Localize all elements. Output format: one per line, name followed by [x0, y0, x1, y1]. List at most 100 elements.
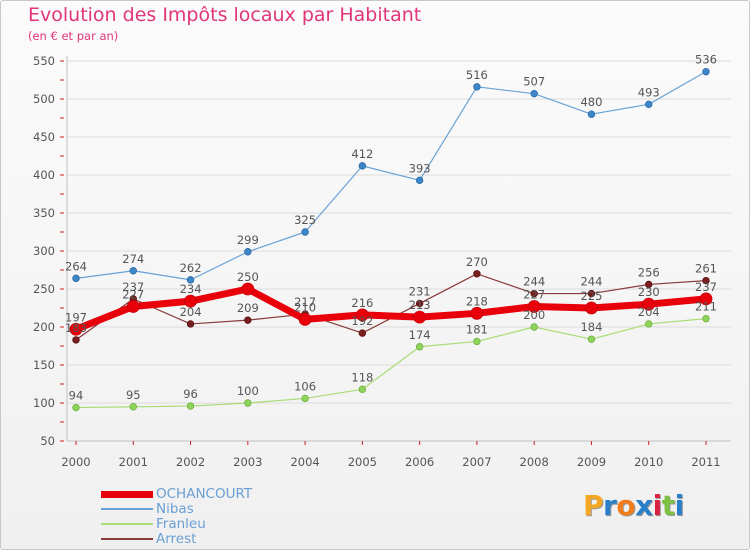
data-label: 218	[466, 294, 488, 308]
x-tick-label: 2008	[520, 455, 549, 469]
data-label: 181	[466, 322, 488, 336]
data-label: 299	[237, 233, 259, 247]
data-label: 231	[409, 284, 431, 298]
data-label: 216	[351, 296, 373, 310]
data-point	[413, 310, 427, 324]
data-point	[126, 300, 140, 313]
data-point	[645, 320, 653, 328]
data-label: 204	[638, 305, 660, 319]
legend-swatch	[101, 490, 153, 498]
data-label: 183	[65, 321, 87, 335]
data-point	[415, 299, 424, 308]
logo-letter: i	[674, 489, 685, 522]
data-label: 480	[580, 95, 602, 109]
data-point	[585, 301, 598, 315]
x-tick-label: 2009	[577, 455, 606, 469]
y-tick-label: 100	[33, 396, 55, 410]
data-point	[587, 110, 596, 118]
x-tick-label: 2001	[119, 455, 148, 469]
x-tick-label: 2005	[348, 455, 377, 469]
x-tick-label: 2006	[405, 455, 434, 469]
data-point	[301, 394, 309, 403]
logo-letter: o	[616, 489, 636, 522]
y-tick-label: 550	[33, 54, 55, 68]
data-point	[415, 343, 424, 351]
data-label: 230	[638, 285, 660, 299]
legend-label: Arrest	[156, 531, 197, 547]
data-label: 274	[122, 252, 144, 266]
data-label: 227	[523, 287, 545, 301]
data-point	[699, 292, 713, 306]
logo-letter: x	[635, 489, 653, 522]
chart-title: Evolution des Impôts locaux par Habitant	[28, 4, 422, 26]
data-label: 516	[466, 68, 488, 82]
data-label: 94	[69, 389, 84, 403]
series-line-ochancourt	[72, 285, 710, 333]
data-point	[129, 267, 137, 275]
y-tick-label: 500	[33, 92, 55, 106]
data-label: 393	[409, 161, 431, 175]
data-point	[186, 320, 195, 328]
data-label: 507	[523, 75, 545, 89]
x-tick-label: 2011	[691, 455, 720, 469]
data-label: 264	[65, 259, 87, 273]
data-point	[244, 399, 252, 407]
series-line-franleu	[75, 318, 707, 409]
x-tick-label: 2000	[61, 455, 90, 469]
data-point	[470, 306, 484, 320]
data-label: 95	[126, 388, 141, 402]
x-tick-label: 2010	[634, 455, 663, 469]
data-label: 237	[122, 280, 144, 294]
data-label: 210	[294, 300, 316, 314]
data-point	[415, 176, 424, 185]
data-label: 493	[638, 85, 660, 99]
data-point	[587, 335, 596, 343]
data-label: 237	[695, 280, 717, 294]
data-label: 325	[294, 213, 316, 227]
data-point	[702, 314, 710, 323]
data-point	[530, 323, 538, 331]
data-point	[72, 336, 80, 344]
data-label: 244	[523, 275, 545, 289]
data-label: 227	[122, 287, 144, 301]
data-point	[72, 403, 80, 412]
data-label: 256	[638, 265, 660, 279]
data-label: 244	[580, 275, 602, 289]
legend-label: Franleu	[156, 516, 206, 532]
data-point	[186, 276, 195, 284]
legend-swatch	[101, 508, 153, 510]
data-point	[702, 67, 710, 76]
data-label: 234	[180, 282, 202, 296]
data-point	[72, 274, 80, 283]
data-label: 262	[180, 261, 202, 275]
data-point	[358, 162, 367, 170]
data-point	[355, 308, 369, 322]
data-point	[298, 312, 312, 326]
data-point	[69, 322, 83, 336]
data-point	[301, 228, 309, 236]
y-tick-label: 300	[33, 244, 55, 258]
data-label: 96	[183, 387, 198, 401]
data-label: 100	[237, 384, 259, 398]
data-point	[473, 83, 481, 91]
data-point	[473, 270, 481, 278]
data-point	[358, 329, 367, 337]
data-point	[645, 100, 653, 109]
data-label: 118	[351, 370, 373, 384]
data-label: 536	[695, 53, 717, 67]
proxiti-logo: Proxiti	[583, 489, 684, 522]
data-point	[587, 289, 596, 298]
chart-subtitle: (en € et par an)	[28, 29, 119, 43]
x-tick-label: 2004	[290, 455, 319, 469]
data-label: 197	[65, 310, 87, 324]
x-tick-label: 2002	[176, 455, 205, 469]
data-label: 261	[695, 262, 717, 276]
data-label: 211	[695, 300, 717, 314]
logo-letter: t	[661, 489, 675, 522]
data-label: 106	[294, 379, 316, 393]
series-line-nibas	[75, 71, 707, 281]
y-tick-label: 350	[33, 206, 55, 220]
data-label: 204	[180, 305, 202, 319]
logo-letter: P	[583, 489, 604, 522]
